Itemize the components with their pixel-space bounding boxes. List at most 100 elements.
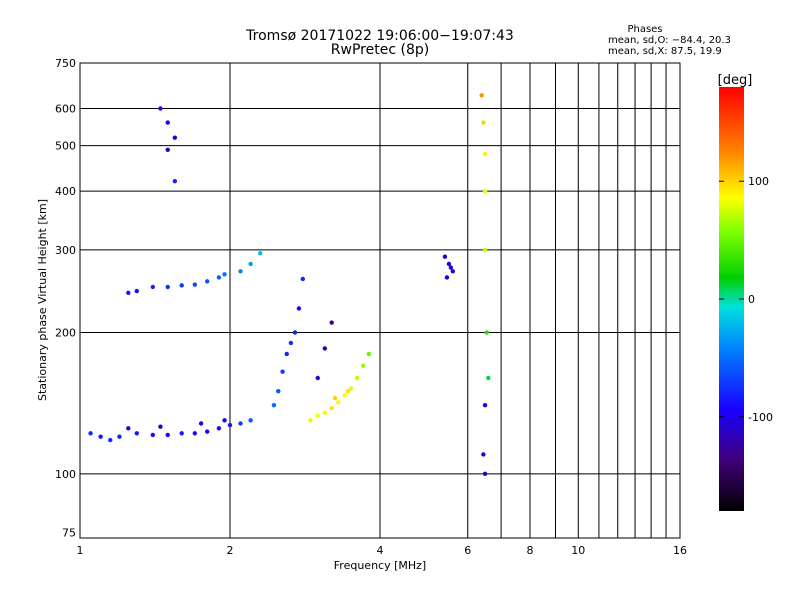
data-point <box>342 393 348 398</box>
y-tick-label: 400 <box>55 185 76 198</box>
data-point <box>292 330 298 335</box>
y-tick-label: 75 <box>62 526 76 539</box>
data-point <box>172 135 178 140</box>
data-point <box>216 426 222 431</box>
data-point <box>484 330 489 335</box>
colorbar-label: [deg] <box>718 73 753 88</box>
data-point <box>329 320 334 325</box>
colorbar-ticks: 100 0 -100 <box>719 175 773 424</box>
data-point <box>108 437 113 443</box>
data-point <box>486 375 491 381</box>
colorbar-tick-label: 0 <box>748 293 755 306</box>
y-tick-label: 750 <box>55 57 76 70</box>
data-point <box>280 369 285 374</box>
data-point <box>165 284 170 290</box>
data-point <box>296 306 302 311</box>
data-point <box>354 375 360 381</box>
data-point <box>446 261 452 267</box>
data-point <box>308 418 313 423</box>
y-tick-label: 100 <box>55 468 76 481</box>
data-point <box>288 340 294 346</box>
data-point <box>158 106 163 111</box>
grid-lines <box>79 62 681 538</box>
x-tick-label: 16 <box>673 544 687 557</box>
data-point <box>345 388 351 394</box>
data-point <box>98 434 103 439</box>
data-point <box>482 247 488 253</box>
x-tick-label: 2 <box>227 544 234 557</box>
data-point <box>482 471 488 477</box>
data-point <box>238 421 243 426</box>
data-point <box>227 422 233 428</box>
data-point <box>315 375 320 381</box>
data-point <box>366 351 372 357</box>
data-point <box>482 151 488 157</box>
data-point <box>126 290 131 295</box>
y-tick-label: 300 <box>55 244 76 257</box>
data-point <box>126 426 131 431</box>
data-point <box>482 188 488 194</box>
data-point <box>238 269 243 274</box>
plot-frame <box>79 62 681 539</box>
data-point <box>134 288 139 294</box>
axis-ticks: 1 2 4 6 8 10 16 75 100 200 300 400 500 600 750 <box>55 57 687 557</box>
data-point <box>271 403 277 408</box>
stats-o-mode: mean, sd,O: −84.4, 20.3 <box>608 35 731 46</box>
data-point <box>315 413 320 418</box>
colorbar-tick-label: -100 <box>748 411 773 424</box>
data-point <box>442 254 448 259</box>
y-tick-label: 600 <box>55 102 76 115</box>
data-point <box>88 431 93 436</box>
x-tick-label: 4 <box>377 544 384 557</box>
data-point <box>150 432 156 438</box>
data-point <box>204 279 210 284</box>
data-point <box>165 432 170 438</box>
data-point <box>336 400 341 405</box>
data-point <box>117 434 122 439</box>
data-point <box>444 275 450 280</box>
data-point <box>216 275 222 280</box>
data-point <box>348 386 354 391</box>
data-point <box>222 418 227 423</box>
data-points <box>88 93 491 477</box>
data-point <box>300 276 306 282</box>
data-point <box>322 410 328 415</box>
data-point <box>322 346 328 351</box>
x-tick-label: 10 <box>571 544 585 557</box>
data-point <box>448 265 454 270</box>
data-point <box>332 395 338 401</box>
data-point <box>165 120 170 125</box>
data-point <box>179 431 184 436</box>
data-point <box>482 403 488 408</box>
y-tick-label: 500 <box>55 140 76 153</box>
data-point <box>150 284 156 290</box>
data-point <box>192 431 198 436</box>
x-tick-label: 6 <box>464 544 471 557</box>
data-point <box>222 272 227 277</box>
y-axis-label: Stationary phase Virtual Height [km] <box>36 199 49 401</box>
data-point <box>248 261 253 267</box>
data-point <box>172 179 178 184</box>
data-point <box>329 405 334 411</box>
x-tick-label: 1 <box>77 544 84 557</box>
data-point <box>450 269 456 274</box>
data-point <box>134 431 139 436</box>
data-point <box>284 351 289 357</box>
data-point <box>198 421 204 426</box>
chart-subtitle: RwPretec (8p) <box>331 42 429 58</box>
data-point <box>204 429 210 434</box>
y-tick-label: 200 <box>55 327 76 340</box>
data-point <box>179 283 184 288</box>
data-point <box>481 120 486 125</box>
data-point <box>479 93 484 98</box>
data-point <box>165 147 170 152</box>
colorbar-tick-label: 100 <box>748 175 769 188</box>
x-axis-label: Frequency [MHz] <box>334 559 426 572</box>
stats-x-mode: mean, sd,X: 87.5, 19.9 <box>608 46 722 57</box>
data-point <box>258 251 263 256</box>
data-point <box>360 363 366 368</box>
x-tick-label: 8 <box>527 544 534 557</box>
data-point <box>276 388 281 394</box>
chart-title: Tromsø 20171022 19:06:00−19:07:43 <box>245 28 514 44</box>
